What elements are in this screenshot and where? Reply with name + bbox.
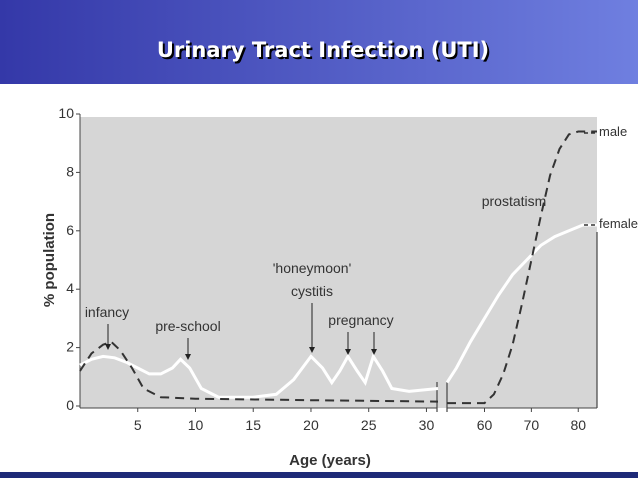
- y-tick-label: 8: [66, 163, 74, 179]
- x-tick-label: 80: [570, 417, 586, 433]
- x-tick-label: 25: [361, 417, 377, 433]
- annotation-arrowhead: [185, 354, 191, 360]
- annotation: 'honeymoon': [273, 260, 352, 276]
- x-tick-label: 70: [524, 417, 540, 433]
- x-tick-label: 5: [134, 417, 142, 433]
- title-shadow: Urinary Tract Infection (UTI): [159, 40, 491, 64]
- series-line: [447, 130, 597, 405]
- y-tick-label: 4: [66, 280, 74, 296]
- series-label: female: [599, 216, 638, 231]
- x-tick-label: 60: [477, 417, 493, 433]
- x-tick-label: 15: [245, 417, 261, 433]
- footer-band: [0, 472, 638, 478]
- annotation-arrowhead: [105, 344, 111, 350]
- annotation-arrowhead: [309, 347, 315, 353]
- series-line: [79, 340, 439, 403]
- annotation: pregnancy: [328, 312, 393, 328]
- slide-title: Urinary Tract Infection (UTI): [157, 38, 489, 62]
- plot-area: [80, 117, 597, 408]
- y-tick-label: 0: [66, 397, 74, 413]
- annotation: infancy: [85, 304, 129, 320]
- x-tick-label: 10: [188, 417, 204, 433]
- annotation: pre-school: [155, 318, 220, 334]
- series-line: [445, 223, 597, 384]
- y-tick-label: 6: [66, 222, 74, 238]
- annotation-arrowhead: [345, 349, 351, 355]
- annotation-arrowhead: [371, 349, 377, 355]
- y-tick-label: 2: [66, 339, 74, 355]
- annotation: cystitis: [291, 283, 333, 299]
- y-axis-label: % population: [41, 213, 58, 307]
- x-tick-label: 30: [419, 417, 435, 433]
- y-tick-label: 10: [58, 105, 74, 121]
- header-band: [0, 0, 638, 84]
- annotation: prostatism: [482, 193, 547, 209]
- x-tick-label: 20: [303, 417, 319, 433]
- series-line: [79, 352, 439, 399]
- series-label: male: [599, 124, 627, 139]
- x-axis-label: Age (years): [289, 452, 371, 469]
